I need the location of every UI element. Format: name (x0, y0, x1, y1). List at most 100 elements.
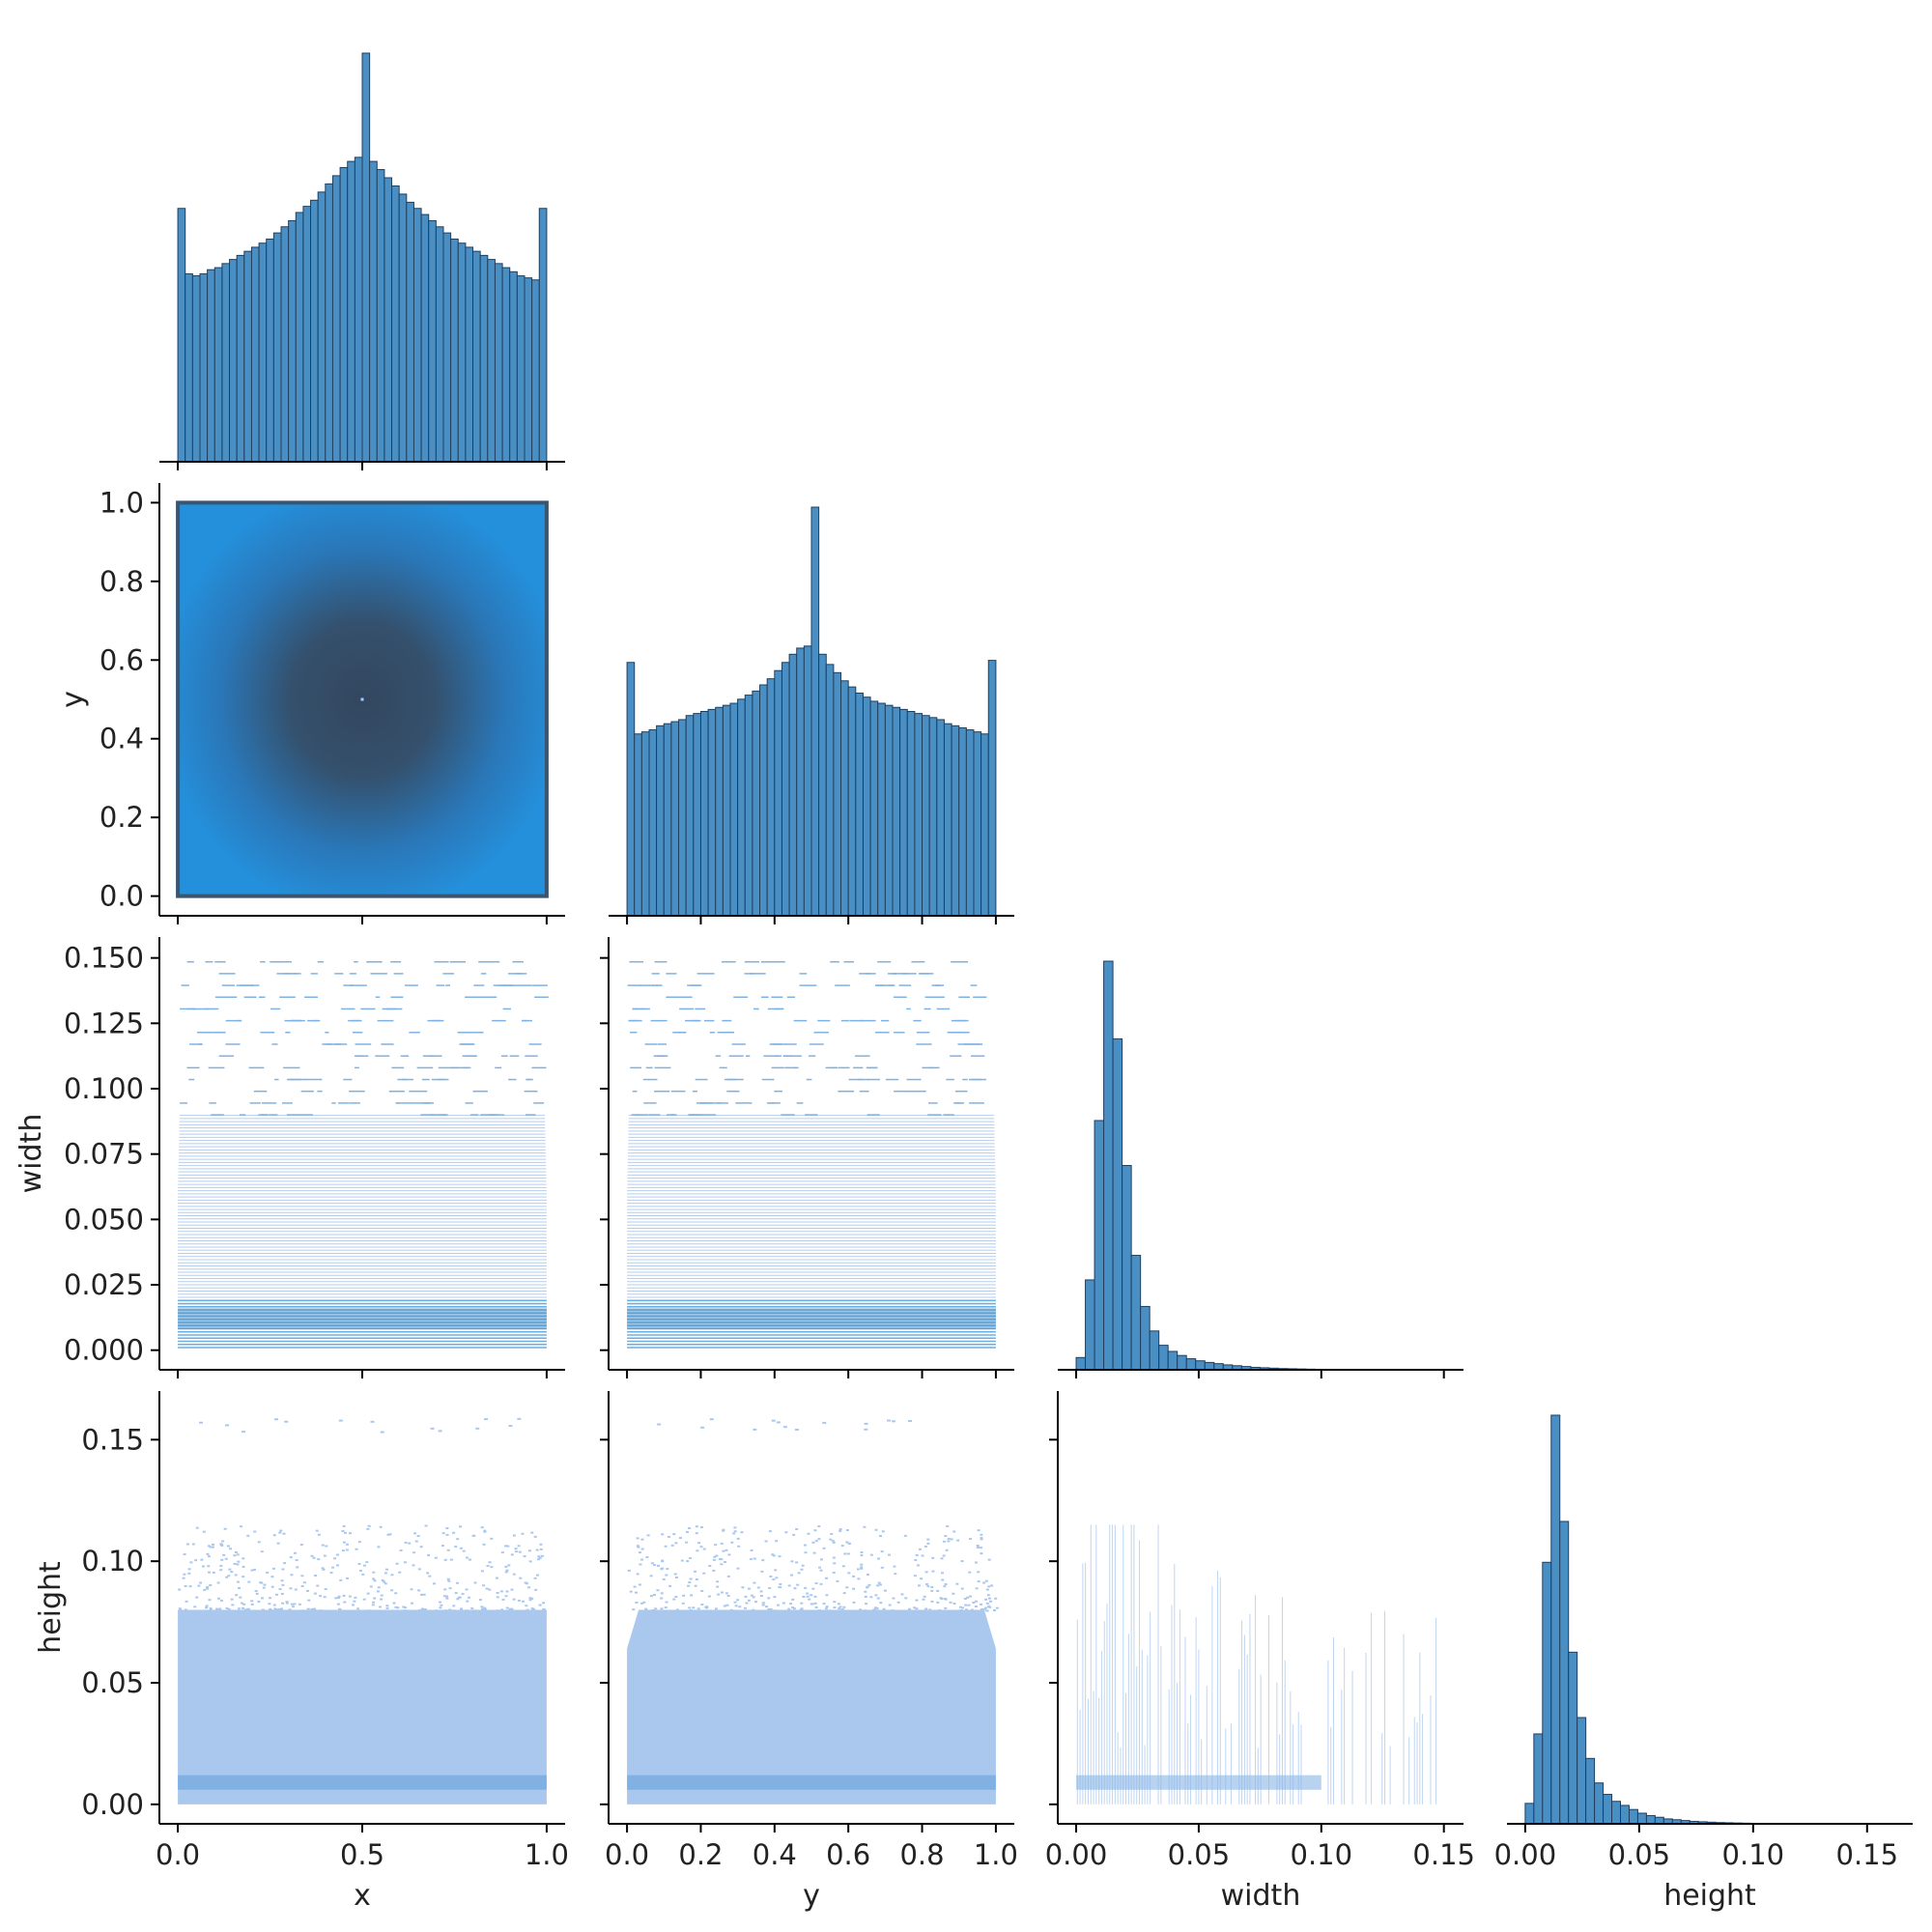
scatter-outlier (430, 1427, 435, 1430)
scatter-dot (660, 1597, 664, 1600)
scatter-dot (185, 1543, 189, 1546)
hist-bar-x-5 (213, 267, 223, 463)
x-tick-label-x-0: 0.0 (156, 1838, 200, 1871)
scatter-dot (353, 1600, 356, 1603)
scatter-dot (775, 1540, 779, 1543)
scatter-width_height (1076, 1524, 1437, 1804)
scatter-dot (357, 1541, 361, 1544)
scatter-dot (915, 1599, 919, 1602)
hist-bar-y-5 (663, 723, 672, 917)
scatter-dot (913, 1606, 917, 1609)
scatter-dot (379, 1525, 383, 1528)
scatter-dot (815, 1609, 819, 1612)
scatter-dot (838, 1605, 842, 1608)
scatter-dot (829, 1538, 833, 1541)
scatter-dot (270, 1585, 274, 1588)
scatter-dot (381, 1578, 384, 1581)
scatter-dot (806, 1595, 810, 1598)
scatter-dot (314, 1575, 318, 1577)
x-tick-label-width-0: 0.00 (1045, 1838, 1108, 1871)
histogram-y (626, 506, 997, 917)
hist-bar-y-24 (803, 645, 812, 917)
scatter-core-band (178, 1775, 547, 1790)
scatter-dot (205, 1605, 209, 1607)
scatter-dot (525, 1605, 528, 1607)
scatter-dot (466, 1556, 469, 1559)
scatter-dot (646, 1534, 650, 1537)
hist-bar-y-39 (914, 713, 923, 917)
hist-bar-x-7 (229, 259, 238, 463)
scatter-dot (418, 1609, 422, 1612)
scatter-dot (880, 1550, 884, 1553)
scatter-dot (860, 1566, 864, 1569)
scatter-dot (310, 1554, 314, 1557)
scatter-dot (356, 1607, 360, 1610)
scatter-dot (921, 1554, 924, 1557)
scatter-dot (864, 1590, 867, 1593)
scatter-dot (692, 1606, 696, 1609)
scatter-dot (773, 1609, 777, 1612)
scatter-outlier (700, 1426, 705, 1429)
scatter-dot (505, 1590, 509, 1593)
scatter-dot (406, 1609, 410, 1612)
scatter-dot (685, 1541, 689, 1544)
scatter-dot (856, 1568, 860, 1571)
scatter-dot (695, 1578, 698, 1581)
x-tick-label-y-3: 0.6 (826, 1838, 870, 1871)
x-tick-label-height-2: 0.10 (1722, 1838, 1785, 1871)
scatter-dot (813, 1595, 817, 1598)
scatter-core-band (627, 1308, 996, 1330)
scatter-dot (787, 1584, 791, 1587)
x-tick-label-y-1: 0.2 (678, 1838, 723, 1871)
y-tick-label-width-4: 0.100 (64, 1072, 144, 1105)
hist-bar-x-32 (412, 208, 422, 463)
scatter-dot (656, 1564, 660, 1567)
scatter-dot (367, 1609, 371, 1612)
hist-bar-y-7 (678, 719, 687, 917)
y-tick-label-width-5: 0.125 (64, 1007, 144, 1039)
hist-bar-height-1 (1533, 1733, 1544, 1825)
scatter-dot (887, 1553, 891, 1556)
hist-bar-y-21 (781, 662, 790, 917)
scatter-dot (345, 1543, 349, 1546)
hist-bar-x-26 (369, 160, 378, 463)
hist-bar-x-24 (354, 156, 363, 463)
scatter-dot (514, 1548, 518, 1550)
scatter-dot (385, 1606, 389, 1609)
scatter-dot (449, 1558, 453, 1561)
scatter-dot (194, 1559, 198, 1562)
hist-bar-x-29 (391, 185, 400, 463)
scatter-dot (386, 1533, 390, 1536)
scatter-dot (505, 1606, 509, 1609)
scatter-dot (459, 1525, 463, 1528)
scatter-dot (649, 1575, 653, 1577)
scatter-dot (268, 1603, 271, 1605)
scatter-dot (220, 1544, 224, 1547)
scatter-outlier (887, 1419, 892, 1422)
hist-bar-y-31 (855, 692, 864, 917)
hist-bar-y-32 (862, 696, 871, 917)
scatter-dot (290, 1574, 294, 1577)
scatter-dot (518, 1550, 522, 1553)
scatter-dot (675, 1608, 679, 1611)
scatter-dot (539, 1543, 543, 1546)
scatter-dot (510, 1588, 514, 1591)
scatter-dot (242, 1565, 245, 1568)
scatter-dot (466, 1609, 469, 1612)
scatter-dot (233, 1562, 237, 1565)
scatter-dot (964, 1604, 968, 1606)
scatter-dot (661, 1567, 665, 1570)
hist-bar-y-22 (788, 653, 798, 917)
scatter-dot (410, 1602, 413, 1605)
scatter-dot (743, 1606, 747, 1609)
scatter-dot (247, 1607, 251, 1610)
scatter-dot (219, 1564, 223, 1567)
hist-bar-width-8 (1149, 1330, 1160, 1371)
scatter-outlier (199, 1421, 204, 1424)
scatter-dot (832, 1541, 836, 1544)
scatter-dot (443, 1558, 447, 1561)
scatter-dot (514, 1550, 518, 1553)
scatter-dot (250, 1569, 254, 1572)
scatter-dot (373, 1609, 377, 1612)
